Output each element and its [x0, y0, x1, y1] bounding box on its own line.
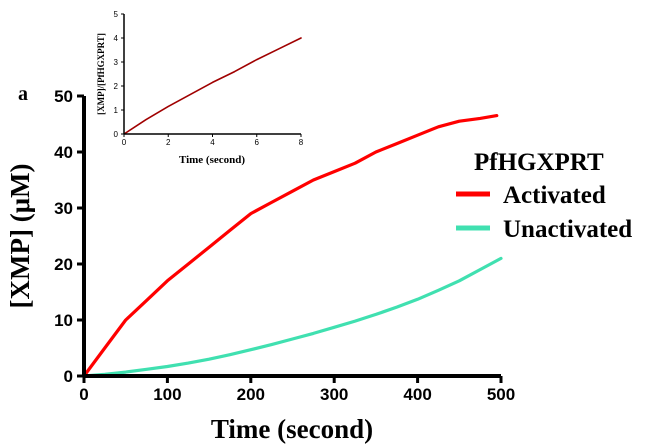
inset-data-point — [234, 71, 235, 72]
inset-y-tick-label: 2 — [114, 82, 119, 91]
main-y-tick-label: 30 — [54, 199, 73, 218]
legend-label-activated: Activated — [503, 182, 606, 209]
inset-y-tick-label: 0 — [114, 130, 119, 139]
main-data-point — [313, 179, 314, 180]
main-series-line-activated — [82, 114, 499, 378]
inset-data-point — [256, 59, 257, 60]
main-data-point — [396, 143, 397, 144]
inset-x-tick-label: 4 — [210, 138, 215, 147]
main-data-point — [125, 372, 126, 373]
legend: PfHGXPRT Activated Unactivated — [456, 149, 632, 243]
main-data-point — [459, 121, 460, 122]
inset-x-tick-label: 8 — [299, 138, 304, 147]
main-data-point — [271, 344, 272, 345]
main-y-axis-label: [XMP] (μM) — [5, 164, 35, 309]
inset-y-tick-label: 3 — [114, 58, 119, 67]
inset-series-line-0 — [123, 37, 302, 135]
main-data-point — [104, 374, 105, 375]
legend-title: PfHGXPRT — [474, 149, 604, 176]
main-y-tick-label: 20 — [54, 255, 73, 274]
main-data-point — [355, 163, 356, 164]
inset-x-tick-label: 0 — [122, 138, 127, 147]
main-data-point — [167, 366, 168, 367]
main-data-point — [146, 369, 147, 370]
main-data-point — [459, 280, 460, 281]
main-data-point — [334, 327, 335, 328]
main-data-point — [480, 118, 481, 119]
main-data-point — [496, 115, 497, 116]
main-x-tick-label: 200 — [237, 385, 265, 404]
inset-series-group — [123, 37, 302, 135]
main-data-point — [209, 359, 210, 360]
inset-x-tick-label: 6 — [255, 138, 260, 147]
inset-x-axis-label: Time (second) — [179, 154, 245, 166]
main-data-point — [417, 135, 418, 136]
main-data-point — [209, 247, 210, 248]
inset-data-point — [146, 119, 147, 120]
main-y-tick-label: 40 — [54, 143, 73, 162]
main-data-point — [146, 300, 147, 301]
main-data-point — [500, 258, 501, 259]
main-x-tick-label: 100 — [153, 385, 181, 404]
inset-data-point — [168, 106, 169, 107]
inset-y-tick-label: 4 — [114, 34, 119, 43]
inset-data-point — [212, 82, 213, 83]
legend-label-unactivated: Unactivated — [503, 216, 632, 243]
main-data-point — [250, 213, 251, 214]
inset-y-tick-label: 1 — [114, 106, 119, 115]
main-series-group — [82, 114, 503, 378]
main-data-point — [125, 319, 126, 320]
main-data-point — [188, 363, 189, 364]
inset-ticks: 0 2 4 6 8 0 1 2 3 4 5 — [114, 10, 304, 147]
main-data-point — [438, 290, 439, 291]
inset-y-tick-label: 5 — [114, 10, 119, 19]
main-data-point — [250, 349, 251, 350]
inset-data-point — [278, 48, 279, 49]
main-y-tick-label: 10 — [54, 311, 73, 330]
main-x-tick-label: 300 — [320, 385, 348, 404]
main-data-point — [292, 191, 293, 192]
main-data-point — [229, 354, 230, 355]
main-data-point — [188, 263, 189, 264]
inset-chart: 0 2 4 6 8 0 1 2 3 4 5 Time (second) [XMP]/[PfHGXPR… — [96, 10, 304, 166]
main-x-tick-label: 500 — [487, 385, 515, 404]
main-data-point — [375, 314, 376, 315]
main-series-line-unactivated — [82, 256, 503, 378]
main-y-tick-label: 0 — [64, 367, 73, 386]
inset-x-tick-label: 2 — [166, 138, 171, 147]
main-data-point — [167, 280, 168, 281]
main-x-tick-label: 0 — [79, 385, 88, 404]
main-data-point — [292, 338, 293, 339]
inset-data-point — [190, 94, 191, 95]
main-data-point — [104, 347, 105, 348]
main-data-point — [355, 321, 356, 322]
main-data-point — [417, 299, 418, 300]
main-x-tick-label: 400 — [403, 385, 431, 404]
main-data-point — [271, 202, 272, 203]
main-data-point — [480, 269, 481, 270]
main-data-point — [396, 307, 397, 308]
main-data-point — [229, 230, 230, 231]
main-data-point — [313, 333, 314, 334]
panel-label: a — [18, 83, 28, 105]
main-x-axis-label: Time (second) — [211, 414, 373, 444]
inset-y-axis-label: [XMP]/[PfHGXPRT] — [96, 33, 106, 115]
main-y-tick-label: 50 — [54, 87, 73, 106]
inset-data-point — [300, 37, 301, 38]
main-data-point — [334, 171, 335, 172]
main-data-point — [375, 151, 376, 152]
main-data-point — [438, 126, 439, 127]
